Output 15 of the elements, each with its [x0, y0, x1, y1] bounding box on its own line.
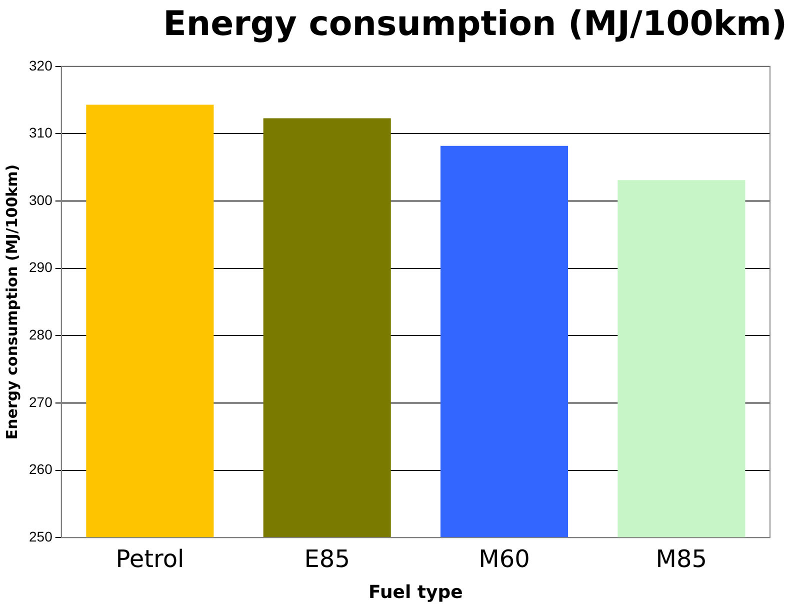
y-tick-label: 280: [29, 326, 53, 343]
y-tick-label: 320: [29, 57, 53, 74]
x-tick-label: E85: [304, 545, 350, 574]
x-tick-label: M85: [656, 545, 708, 574]
x-tick-label: M60: [478, 545, 530, 574]
y-tick-label: 250: [29, 528, 53, 544]
y-tick-label: 310: [29, 124, 53, 141]
chart-title: Energy consumption (MJ/100km): [162, 4, 788, 44]
y-tick-label: 290: [29, 259, 53, 276]
y-tick-label: 270: [29, 394, 53, 410]
y-tick-label: 300: [29, 192, 53, 208]
y-tick-label: 260: [29, 461, 53, 478]
x-tick-label: Petrol: [116, 545, 184, 574]
x-axis-title: Fuel type: [368, 582, 463, 603]
y-axis-title: Energy consumption (MJ/100km): [2, 164, 21, 440]
